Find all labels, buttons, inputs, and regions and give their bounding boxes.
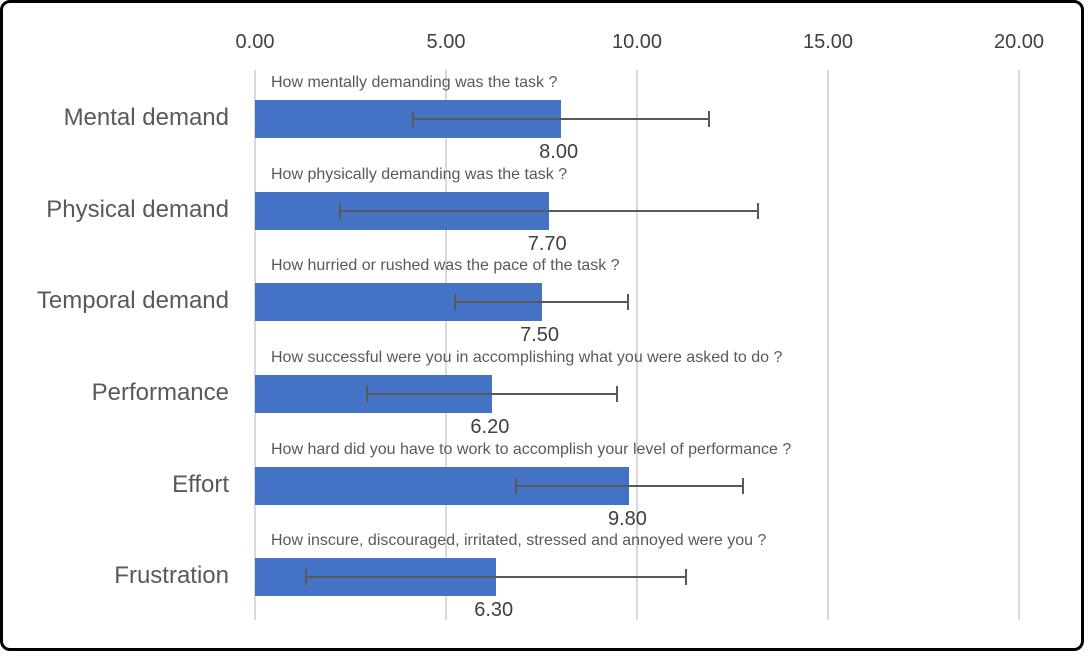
error-bar xyxy=(411,111,710,127)
x-axis-tick-label: 20.00 xyxy=(993,31,1045,53)
error-bar xyxy=(304,569,687,586)
value-label: 9.80 xyxy=(607,507,647,530)
error-bar-left-cap xyxy=(304,569,307,586)
value-label: 7.50 xyxy=(520,324,560,347)
question-annotation: How mentally demanding was the task ? xyxy=(271,74,558,91)
error-bar-left-cap xyxy=(339,202,342,219)
error-bar-right-cap xyxy=(684,569,687,586)
x-axis-tick-label: 5.00 xyxy=(426,31,466,53)
question-annotation: How hurried or rushed was the pace of th… xyxy=(271,257,620,275)
question-annotation: How physically demanding was the task ? xyxy=(271,165,568,183)
question-annotation: How inscure, discouraged, irritated, str… xyxy=(271,532,767,550)
x-axis-tick-label: 15.00 xyxy=(802,31,854,53)
gridline xyxy=(254,70,256,620)
error-bar-left-cap xyxy=(365,386,368,402)
error-bar-right-cap xyxy=(757,202,760,219)
question-annotation: How successful were you in accomplishing… xyxy=(271,349,783,366)
category-label: Performance xyxy=(91,379,229,406)
error-bar xyxy=(514,477,744,494)
x-axis-tick-label: 10.00 xyxy=(611,31,663,53)
category-label: Frustration xyxy=(114,562,229,590)
gridline xyxy=(445,70,447,620)
error-bar xyxy=(365,386,618,402)
error-bar xyxy=(453,294,630,311)
error-bar-left-cap xyxy=(453,294,456,311)
nasa-tlx-bar-chart: 0.00 5.00 10.00 15.00 20.00 Mental demand Phy… xyxy=(3,3,1081,648)
category-label: Temporal demand xyxy=(36,287,229,315)
error-bar xyxy=(339,202,760,219)
value-label: 6.30 xyxy=(474,599,514,622)
error-bar-left-cap xyxy=(411,111,414,127)
value-label: 6.20 xyxy=(470,416,510,438)
question-annotation: How hard did you have to work to accompl… xyxy=(271,440,792,458)
value-label: 7.70 xyxy=(527,232,567,255)
value-label: 8.00 xyxy=(539,141,579,163)
error-bar-right-cap xyxy=(741,477,744,494)
error-bar-left-cap xyxy=(514,477,517,494)
gridline xyxy=(636,70,638,620)
gridline xyxy=(827,70,829,620)
category-label: Physical demand xyxy=(46,195,229,223)
error-bar-right-cap xyxy=(615,386,618,402)
x-axis-tick-label: 0.00 xyxy=(235,31,275,53)
category-label: Effort xyxy=(172,470,229,498)
error-bar-right-cap xyxy=(627,294,630,311)
category-label: Mental demand xyxy=(63,104,229,131)
gridline xyxy=(1018,70,1020,620)
error-bar-right-cap xyxy=(707,111,710,127)
